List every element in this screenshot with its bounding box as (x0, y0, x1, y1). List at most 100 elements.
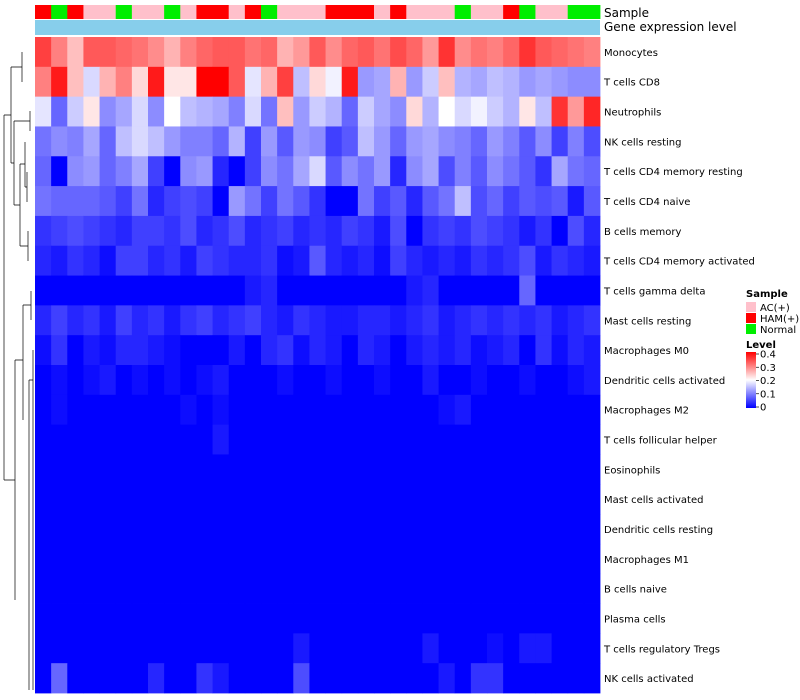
heatmap-cell (309, 305, 326, 336)
heatmap-cell (503, 543, 520, 575)
heatmap-cell (551, 365, 569, 396)
row-labels: Monocytes T cells CD8 Neutrophils NK cells … (603, 48, 755, 685)
heatmap-cell (51, 663, 68, 694)
heatmap-cell (583, 663, 601, 694)
heatmap-cell (325, 66, 343, 98)
heatmap-cell (487, 245, 504, 276)
heatmap-cell (503, 484, 520, 515)
heatmap-cell (551, 543, 569, 575)
heatmap-cell (357, 335, 375, 366)
heatmap-cell (454, 663, 472, 694)
heatmap-cell (357, 365, 375, 396)
heatmap-cell (341, 335, 359, 366)
heatmap-cell (277, 245, 294, 276)
heatmap-cell (341, 365, 359, 396)
heatmap-cell (567, 96, 585, 127)
heatmap-cell (99, 394, 117, 426)
heatmap-cell (438, 454, 456, 485)
heatmap-cell (519, 573, 536, 604)
heatmap-cell (535, 37, 552, 68)
heatmap-cell (470, 454, 488, 485)
heatmap-cell (406, 335, 423, 366)
heatmap-cell (406, 365, 423, 396)
heatmap-cell (325, 514, 343, 545)
heatmap-cell (83, 37, 100, 68)
heatmap-cell (519, 96, 536, 127)
heatmap-cell (180, 275, 197, 306)
heatmap-cell (390, 394, 407, 426)
heatmap-cell (454, 245, 472, 276)
heatmap-cell (535, 573, 552, 604)
heatmap-cell (115, 633, 133, 664)
heatmap-cell (551, 37, 569, 68)
heatmap-cell (567, 66, 585, 98)
heatmap-cell (83, 156, 100, 187)
heatmap-cell (244, 663, 262, 694)
heatmap-cell (470, 514, 488, 545)
heatmap-cell (51, 514, 68, 545)
heatmap-cell (261, 365, 278, 396)
heatmap-cell (357, 275, 375, 306)
heatmap-cell (244, 186, 262, 217)
heatmap-cell (309, 126, 326, 157)
heatmap-cell (212, 633, 230, 664)
heatmap-cell (374, 484, 391, 515)
heatmap-cell (83, 275, 100, 306)
heatmap-cell (567, 633, 585, 664)
heatmap-cell (454, 484, 472, 515)
heatmap-cell (567, 126, 585, 157)
heatmap-cell (83, 603, 100, 634)
heatmap-cell (341, 543, 359, 575)
heatmap-cell (583, 424, 601, 455)
row-label: NK cells resting (604, 137, 681, 148)
heatmap-cell (212, 37, 230, 68)
heatmap-cell (567, 454, 585, 485)
heatmap-cell (261, 454, 278, 485)
row-label: T cells CD4 memory resting (603, 167, 743, 178)
level-legend-tick-label: 0.3 (760, 363, 776, 374)
level-legend-title: Level (746, 340, 776, 351)
heatmap-cell (180, 394, 197, 426)
heatmap-cell (341, 156, 359, 187)
heatmap-cell (341, 245, 359, 276)
sample-annotation-cell (164, 5, 181, 19)
sample-annotation-cell (99, 5, 117, 19)
heatmap-cell (503, 335, 520, 366)
heatmap-cell (374, 156, 391, 187)
heatmap-cell (422, 126, 439, 157)
heatmap-cell (83, 126, 100, 157)
sample-annotation-cell (470, 5, 488, 19)
heatmap-cell (454, 305, 472, 336)
heatmap-cell (35, 66, 52, 98)
heatmap-cell (99, 365, 117, 396)
heatmap-cell (35, 126, 52, 157)
heatmap-cell (131, 305, 149, 336)
heatmap-cell (83, 514, 100, 545)
sample-annotation-cell (341, 5, 359, 19)
heatmap-cell (148, 424, 165, 455)
heatmap-cell (454, 156, 472, 187)
heatmap-cell (35, 633, 52, 664)
heatmap-cell (196, 663, 213, 694)
heatmap-cell (438, 126, 456, 157)
heatmap-cell (503, 454, 520, 485)
heatmap-cell (212, 96, 230, 127)
heatmap-cell (99, 37, 117, 68)
heatmap-cell (99, 156, 117, 187)
heatmap-cell (83, 394, 100, 426)
heatmap-cell (293, 365, 310, 396)
heatmap-cell (261, 543, 278, 575)
heatmap-cell (551, 663, 569, 694)
heatmap-cell (406, 484, 423, 515)
heatmap-cell (148, 514, 165, 545)
heatmap-cell (228, 275, 246, 306)
heatmap-cell (487, 66, 504, 98)
heatmap-cell (309, 454, 326, 485)
heatmap-cell (406, 275, 423, 306)
heatmap-cell (422, 573, 439, 604)
heatmap-cell (567, 305, 585, 336)
heatmap-cell (406, 514, 423, 545)
sample-annotation-cell (83, 5, 100, 19)
heatmap-cell (583, 603, 601, 634)
heatmap-cell (115, 186, 133, 217)
